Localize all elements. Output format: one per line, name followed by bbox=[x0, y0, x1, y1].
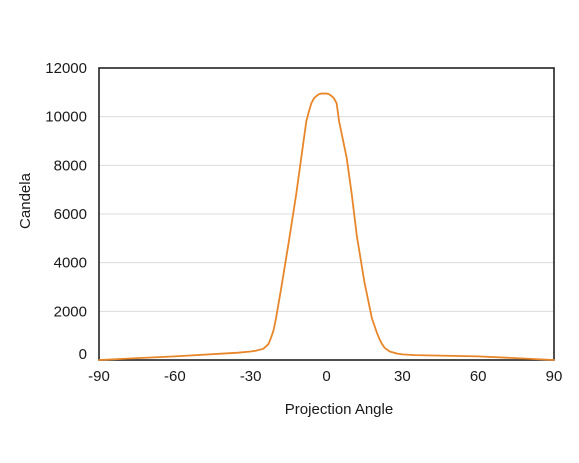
series-line-0 bbox=[98, 92, 555, 361]
y-axis-ticks: 0 2000 4000 6000 8000 10000 12000 bbox=[45, 60, 87, 363]
x-tick-label: 0 bbox=[322, 368, 330, 385]
y-tick-label: 2000 bbox=[54, 303, 87, 320]
y-tick-label: 4000 bbox=[54, 255, 87, 272]
series-layer bbox=[98, 92, 555, 361]
x-tick-label: -30 bbox=[240, 368, 262, 385]
y-tick-label: 0 bbox=[79, 346, 87, 363]
x-axis-ticks: -90 -60 -30 0 30 60 90 bbox=[88, 368, 562, 385]
x-axis-title: Projection Angle bbox=[285, 401, 393, 418]
grid-lines bbox=[99, 116, 554, 312]
y-axis-title: Candela bbox=[17, 172, 34, 229]
x-tick-label: 30 bbox=[394, 368, 411, 385]
x-tick-label: -60 bbox=[164, 368, 186, 385]
y-tick-label: 10000 bbox=[45, 109, 87, 126]
y-tick-label: 6000 bbox=[54, 206, 87, 223]
y-tick-label: 8000 bbox=[54, 157, 87, 174]
plot-area bbox=[98, 67, 555, 361]
x-tick-label: 60 bbox=[470, 368, 487, 385]
y-tick-label: 12000 bbox=[45, 60, 87, 77]
x-tick-label: -90 bbox=[88, 368, 110, 385]
x-tick-label: 90 bbox=[546, 368, 563, 385]
